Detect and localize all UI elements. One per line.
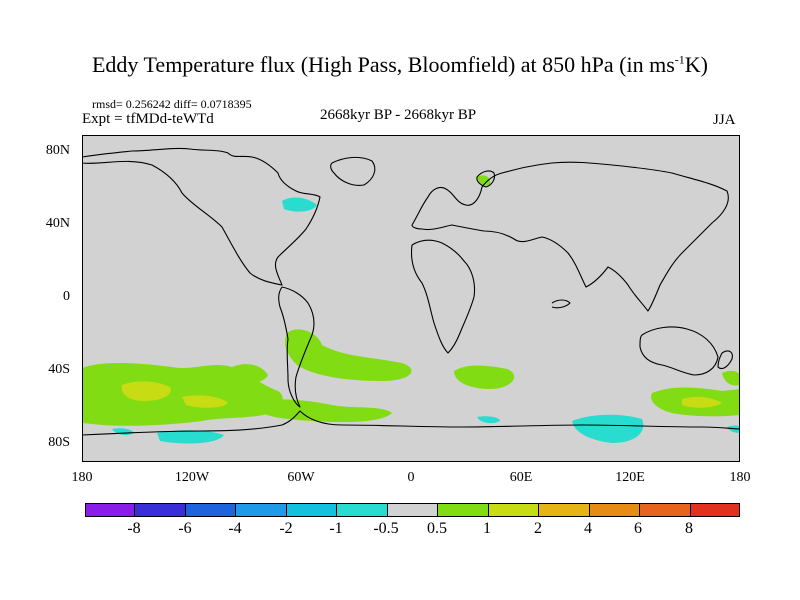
patch-newfoundland-cyan <box>282 197 317 212</box>
period-label: 2668kyr BP - 2668kyr BP <box>320 107 477 123</box>
colorbar-bin-10 <box>539 503 590 517</box>
colorbar-bin-13 <box>690 503 741 517</box>
colorbar-label-10: 4 <box>584 520 592 537</box>
patch-s-pacific-yellow-2 <box>182 395 228 408</box>
colorbar-bin-3 <box>185 503 237 517</box>
colorbar <box>85 503 741 517</box>
colorbar-bin-1 <box>85 503 136 517</box>
lon-label-180e: 180 <box>729 470 751 485</box>
plot-title: Eddy Temperature flux (High Pass, Bloomf… <box>0 52 800 78</box>
colorbar-label-5: -1 <box>329 520 343 537</box>
patch-e-antarctica-cyan <box>572 414 644 443</box>
coastlines <box>82 147 740 436</box>
colorbar-label-1: -8 <box>127 520 141 537</box>
colorbar-bin-2 <box>135 503 186 517</box>
patch-indian-green <box>454 365 515 389</box>
colorbar-label-4: -2 <box>279 520 293 537</box>
stats-label: rmsd= 0.256242 diff= 0.0718395 <box>92 97 252 111</box>
lon-label-0: 0 <box>407 470 415 485</box>
anomaly-patches <box>82 175 740 426</box>
title-main: Eddy Temperature flux (High Pass, Bloomf… <box>91 52 675 77</box>
patch-s-atlantic-green <box>285 329 412 381</box>
colorbar-label-11: 6 <box>634 520 642 537</box>
colorbar-label-9: 2 <box>534 520 542 537</box>
colorbar-label-6: -0.5 <box>373 520 399 537</box>
lat-label-40s: 40S <box>48 362 70 377</box>
colorbar-bin-11 <box>589 503 641 517</box>
experiment-label: Expt = tfMDd-teWTd <box>82 111 214 127</box>
coast-antarctica <box>82 410 740 436</box>
colorbar-bin-7 <box>387 503 439 517</box>
coast-north-america <box>82 147 321 286</box>
title-suffix: K) <box>684 52 708 77</box>
colorbar-bin-9 <box>488 503 540 517</box>
coast-madagascar <box>551 299 571 309</box>
colorbar-bin-4 <box>236 503 287 517</box>
colorbar-bin-12 <box>640 503 691 517</box>
patch-s-pacific-green <box>82 362 283 426</box>
lat-label-80s: 80S <box>48 435 70 450</box>
lon-label-180w: 180 <box>71 470 93 485</box>
patch-ross-cyan-2 <box>157 430 224 444</box>
colorbar-label-8: 1 <box>483 520 491 537</box>
patch-scandinavia-green <box>477 175 491 186</box>
patch-nz-green <box>722 370 740 386</box>
colorbar-bin-6 <box>337 503 388 517</box>
patch-pacific-green-2 <box>232 364 268 383</box>
negative-patches <box>112 197 740 444</box>
colorbar-label-12: 8 <box>685 520 693 537</box>
season-label: JJA <box>713 112 736 128</box>
lat-label-40n: 40N <box>45 216 70 231</box>
colorbar-bin-5 <box>286 503 338 517</box>
title-superscript: -1 <box>674 52 685 67</box>
coast-south-america <box>278 286 315 408</box>
patch-indian-cyan-1 <box>477 416 500 424</box>
lon-label-120e: 120E <box>615 470 645 485</box>
coast-greenland <box>330 156 376 186</box>
patch-ross-east-cyan <box>727 425 740 433</box>
patch-s-pacific-yellow <box>121 381 171 401</box>
coast-eurasia <box>411 161 729 312</box>
coast-australia <box>639 326 719 376</box>
lon-label-60w: 60W <box>287 470 315 485</box>
map-frame <box>82 135 740 462</box>
colorbar-label-7: 0.5 <box>427 520 447 537</box>
coast-scandinavia <box>476 170 496 188</box>
world-map <box>82 135 740 462</box>
patch-drake-green <box>252 399 392 423</box>
colorbar-label-2: -6 <box>178 520 192 537</box>
coast-africa <box>410 239 476 354</box>
lat-label-80n: 80N <box>45 143 70 158</box>
lat-label-0: 0 <box>63 289 70 304</box>
coast-new-zealand <box>717 350 733 370</box>
colorbar-bin-8 <box>438 503 489 517</box>
lon-label-120w: 120W <box>174 470 210 485</box>
colorbar-label-3: -4 <box>228 520 242 537</box>
lon-label-60e: 60E <box>509 470 533 485</box>
patch-s-australia-yellow <box>682 396 722 408</box>
